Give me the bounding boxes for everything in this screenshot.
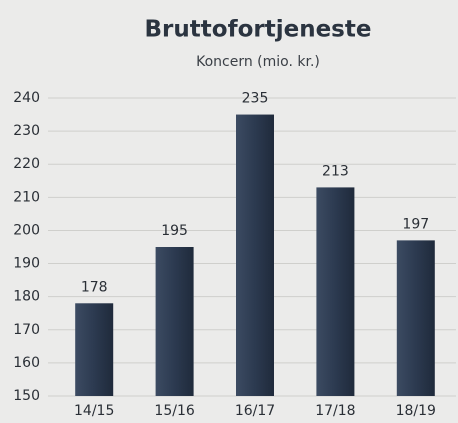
x-tick-label: 15/16 xyxy=(154,403,194,419)
chart-title: Bruttofortjeneste xyxy=(145,17,372,43)
y-tick-label: 220 xyxy=(13,156,40,172)
y-tick-label: 150 xyxy=(13,388,40,404)
data-label: 197 xyxy=(402,216,429,232)
bar xyxy=(396,240,435,396)
data-label: 213 xyxy=(322,163,349,179)
bar xyxy=(236,114,274,397)
y-tick-label: 240 xyxy=(13,90,40,106)
bar xyxy=(75,303,114,396)
data-label: 235 xyxy=(242,91,269,107)
y-tick-label: 170 xyxy=(13,322,40,338)
x-tick-label: 17/18 xyxy=(315,403,355,419)
x-tick-label: 18/19 xyxy=(396,403,436,419)
data-label: 178 xyxy=(81,279,108,295)
y-tick-label: 210 xyxy=(13,189,40,205)
bar xyxy=(155,247,194,396)
x-tick-label: 16/17 xyxy=(235,403,275,419)
data-label: 195 xyxy=(161,223,188,239)
y-tick-label: 230 xyxy=(13,123,40,139)
y-tick-label: 200 xyxy=(13,222,40,238)
y-tick-label: 180 xyxy=(13,289,40,305)
y-tick-label: 190 xyxy=(13,256,40,272)
bar xyxy=(316,187,355,396)
y-tick-label: 160 xyxy=(13,355,40,371)
chart-subtitle: Koncern (mio. kr.) xyxy=(196,54,320,70)
x-tick-label: 14/15 xyxy=(74,403,114,419)
